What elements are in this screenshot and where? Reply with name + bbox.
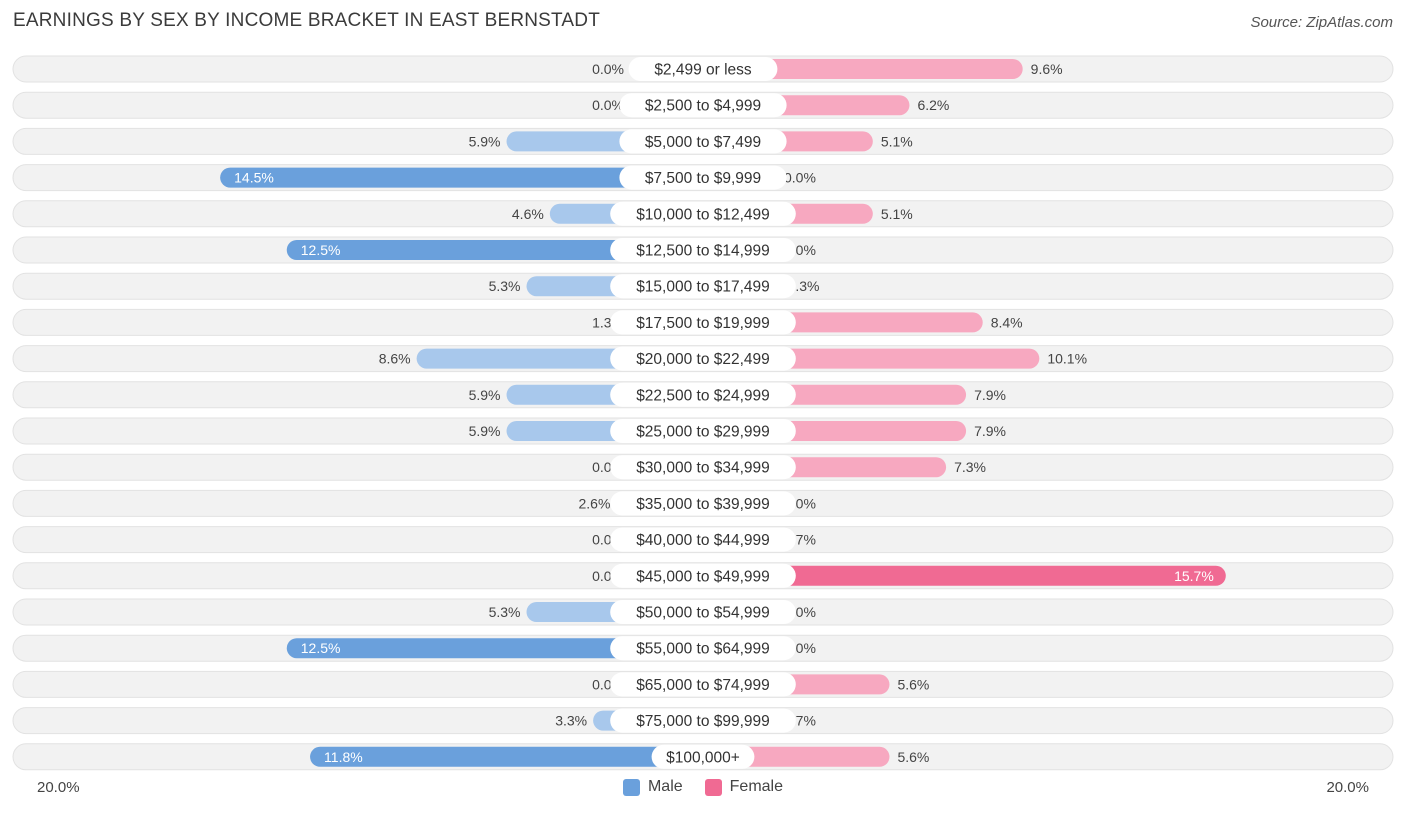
male-value-label: 4.6%	[512, 206, 544, 222]
category-label: $10,000 to $12,499	[636, 206, 770, 223]
legend: Male Female	[0, 778, 1406, 796]
male-value-label: 2.6%	[578, 495, 610, 511]
male-value-label: 12.5%	[301, 242, 341, 258]
category-label: $30,000 to $34,999	[636, 460, 770, 477]
legend-item-male[interactable]: Male	[622, 778, 683, 796]
legend-swatch-female	[704, 778, 722, 796]
category-label: $65,000 to $74,999	[636, 677, 770, 694]
female-value-label: 8.4%	[991, 314, 1023, 330]
category-pill	[610, 310, 796, 335]
female-value-label: 5.1%	[881, 206, 913, 222]
female-value-label: 15.7%	[1174, 568, 1214, 584]
category-pill	[610, 419, 796, 443]
category-label: $20,000 to $22,499	[636, 351, 770, 368]
category-pill	[610, 672, 796, 697]
male-bar	[220, 167, 703, 188]
category-label: $2,500 to $4,999	[645, 98, 761, 115]
chart-title: EARNINGS BY SEX BY INCOME BRACKET IN EAS…	[13, 10, 601, 31]
female-value-label: 5.6%	[897, 749, 929, 765]
category-label: $2,499 or less	[654, 62, 752, 79]
category-pill	[610, 600, 796, 624]
category-label: $15,000 to $17,499	[636, 279, 770, 296]
category-label: $100,000+	[666, 749, 740, 766]
male-value-label: 3.3%	[555, 713, 587, 729]
category-pill	[619, 129, 787, 154]
category-label: $75,000 to $99,999	[636, 713, 770, 730]
category-label: $45,000 to $49,999	[636, 568, 770, 585]
male-value-label: 12.5%	[301, 640, 341, 656]
category-pill	[610, 527, 796, 552]
axis-right-label: 20.0%	[1326, 779, 1369, 796]
category-label: $35,000 to $39,999	[636, 496, 770, 513]
category-pill	[628, 57, 778, 81]
category-label: $5,000 to $7,499	[645, 134, 761, 151]
male-value-label: 5.9%	[469, 387, 501, 403]
legend-swatch-male	[622, 778, 640, 796]
female-value-label: 2.3%	[788, 278, 820, 294]
female-value-label: 7.3%	[954, 459, 986, 475]
female-value-label: 5.6%	[897, 676, 929, 692]
male-value-label: 0.0%	[592, 61, 624, 77]
category-pill	[610, 636, 796, 661]
male-value-label: 5.9%	[469, 133, 501, 149]
female-value-label: 9.6%	[1031, 61, 1063, 77]
category-label: $50,000 to $54,999	[636, 605, 770, 622]
legend-label-female: Female	[729, 778, 784, 795]
category-pill	[619, 93, 787, 118]
male-value-label: 5.3%	[489, 604, 521, 620]
female-value-label: 10.1%	[1047, 351, 1087, 367]
female-value-label: 7.9%	[974, 387, 1006, 403]
source-label: Source: ZipAtlas.com	[1250, 14, 1393, 31]
category-pill	[610, 382, 796, 407]
category-pill	[610, 708, 796, 733]
category-pill	[610, 274, 796, 299]
female-bar	[703, 565, 1226, 586]
female-value-label: 6.2%	[917, 97, 949, 113]
male-value-label: 8.6%	[379, 351, 411, 367]
legend-label-male: Male	[647, 778, 683, 795]
axis-left-label: 20.0%	[37, 779, 80, 796]
female-value-label: 5.1%	[881, 133, 913, 149]
male-value-label: 14.5%	[234, 170, 274, 186]
category-label: $22,500 to $24,999	[636, 387, 770, 404]
male-bar	[286, 240, 703, 260]
category-pill	[610, 455, 796, 480]
female-value-label: 7.9%	[974, 423, 1006, 439]
category-pill	[610, 201, 796, 226]
male-value-label: 5.9%	[469, 423, 501, 439]
male-bar	[286, 638, 703, 659]
male-value-label: 11.8%	[324, 749, 363, 765]
female-value-label: 0.0%	[784, 170, 816, 186]
male-value-label: 0.0%	[592, 97, 624, 113]
category-label: $55,000 to $64,999	[636, 641, 770, 658]
category-label: $7,500 to $9,999	[645, 170, 761, 187]
category-pill	[651, 744, 755, 769]
category-pill	[610, 346, 796, 371]
category-label: $17,500 to $19,999	[636, 315, 770, 332]
category-pill	[610, 491, 796, 516]
category-label: $25,000 to $29,999	[636, 424, 770, 441]
category-label: $40,000 to $44,999	[636, 532, 770, 549]
male-value-label: 5.3%	[489, 278, 521, 294]
female-bar	[703, 59, 1023, 79]
male-bar	[310, 746, 703, 767]
legend-item-female[interactable]: Female	[704, 778, 784, 796]
category-label: $12,500 to $14,999	[636, 243, 770, 260]
category-pill	[610, 238, 796, 262]
category-pill	[619, 165, 787, 190]
category-pill	[610, 563, 796, 588]
